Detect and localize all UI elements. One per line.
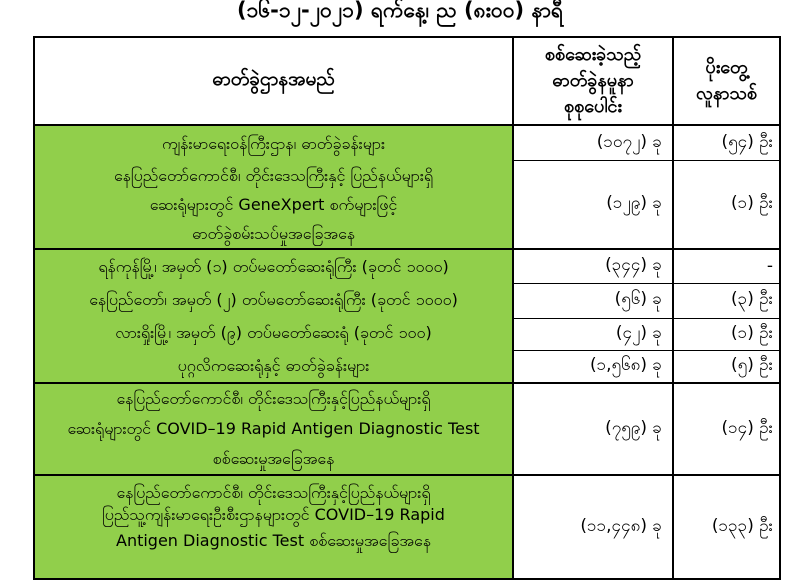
header-samples-cell: စစ်ဆေးခဲ့သည့် ဓာတ်ခွဲနမူနာ စုစုပေါင်း [512,36,674,126]
header-positives-line: လူနာသစ် [695,83,758,104]
positives-count-cell: (၃) ဦး [672,282,781,320]
samples-count-cell: (၁၂၉) ခု [512,160,674,251]
table-row: ကျန်းမာရေးဝန်ကြီးဌာန၊ ဓာတ်ခွဲခန်းများ နေ… [33,124,781,250]
header-samples-line: စုစုပေါင်း [564,96,622,117]
table-row: (၄၂) ခု (၁) ဦး [34,317,781,352]
lab-name-line: နေပြည်တော်၊ အမှတ် (၂) တပ်မတော်ဆေးရုံကြီး… [89,290,458,309]
header-lab-name-label: ဓာတ်ခွဲဌာနအမည် [212,68,335,90]
positives-count-cell: (၁) ဦး [672,160,781,251]
positives-count-cell: - [672,247,781,284]
lab-name-line: ပုဂ္ဂလိကဆေးရုံနှင့် ဓာတ်ခွဲခန်းများ [177,356,370,375]
table-row: နေပြည်တော်ကောင်စီ၊ တိုင်းဒေသကြီးနှင့်ပြည… [33,382,781,476]
lab-name-line: ဆေးရုံများတွင် COVID–19 Rapid Antigen Di… [67,419,480,438]
lab-name-line: စစ်ဆေးမှုအခြေအနေ [212,449,335,468]
positives-count-cell: (၁၄) ဦး [672,382,781,476]
table-row: (၁,၅၆၈) ခု (၅) ဦး [34,350,781,385]
lab-group-rapid-antigen-public-health-cell: နေပြည်တော်ကောင်စီ၊ တိုင်းဒေသကြီးနှင့်ပြည… [33,474,514,580]
positives-count-cell: (၁) ဦး [672,317,781,352]
samples-count-cell: (၇၅၉) ခု [512,382,674,476]
header-lab-name-cell: ဓာတ်ခွဲဌာနအမည် [33,36,514,126]
lab-name-line: Antigen Diagnostic Test စစ်ဆေးမှုအခြေအနေ [116,531,431,550]
samples-count-cell: (၁၀၇၂) ခု [512,124,674,162]
samples-count-cell: (၃၄၄) ခု [512,247,674,284]
lab-group-moh-genexpert-cell: ကျန်းမာရေးဝန်ကြီးဌာန၊ ဓာတ်ခွဲခန်းများ နေ… [33,124,514,250]
lab-name-line: နေပြည်တော်ကောင်စီ၊ တိုင်းဒေသကြီးနှင့်ပြည… [116,389,431,408]
lab-name-line: နေပြည်တော်ကောင်စီ၊ တိုင်းဒေသကြီးနှင့် ပြ… [113,166,434,185]
positives-count-cell: (၅၄) ဦး [672,124,781,162]
table-header-row: ဓာတ်ခွဲဌာနအမည် စစ်ဆေးခဲ့သည့် ဓာတ်ခွဲနမူန… [33,36,781,126]
lab-name-line: ဆေးရုံများတွင် GeneXpert စက်များဖြင့် [149,195,398,214]
lab-name-line: ဓာတ်ခွဲစမ်းသပ်မှုအခြေအနေ [191,224,356,243]
positives-count-cell: (၁၃၃) ဦး [672,474,781,580]
table-row: ရန်ကုန်မြို့၊ အမှတ် (၁) တပ်မတော်ဆေးရုံကြ… [33,247,781,384]
lab-results-table: ဓာတ်ခွဲဌာနအမည် စစ်ဆေးခဲ့သည့် ဓာတ်ခွဲနမူန… [33,36,781,580]
lab-group-rapid-antigen-hospitals-cell: နေပြည်တော်ကောင်စီ၊ တိုင်းဒေသကြီးနှင့်ပြည… [33,382,514,476]
table-row: (၁၂၉) ခု (၁) ဦး [34,160,781,251]
samples-count-cell: (၄၂) ခု [512,317,674,352]
lab-name-line: လားရှိုးမြို့၊ အမှတ် (၉) တပ်မတော်ဆေးရုံ … [115,323,432,342]
lab-name-line: ပြည်သူ့ကျန်းမာရေးဦးစီးဌာနများတွင် COVID–… [102,505,445,524]
table-row: နေပြည်တော်ကောင်စီ၊ တိုင်းဒေသကြီးနှင့်ပြည… [33,474,781,580]
header-samples-line: စစ်ဆေးခဲ့သည့် [544,44,642,65]
header-samples-line: ဓာတ်ခွဲနမူနာ [552,70,634,91]
samples-count-cell: (၅၆) ခု [512,282,674,320]
lab-group-military-private-hospitals-cell: ရန်ကုန်မြို့၊ အမှတ် (၁) တပ်မတော်ဆေးရုံကြ… [33,248,514,384]
page-title: (၁၆-၁၂-၂၀၂၁) ရက်နေ့၊ ည (၈း၀၀) နာရီ [236,0,564,22]
lab-name-line: ရန်ကုန်မြို့၊ အမှတ် (၁) တပ်မတော်ဆေးရုံကြ… [98,257,449,276]
header-positives-line: ပိုးတွေ့ [705,57,748,78]
header-positives-cell: ပိုးတွေ့ လူနာသစ် [672,36,781,126]
positives-count-cell: (၅) ဦး [672,350,781,385]
samples-count-cell: (၁,၅၆၈) ခု [512,350,674,385]
samples-count-cell: (၁၁,၄၄၈) ခု [512,474,674,580]
lab-name-line: ကျန်းမာရေးဝန်ကြီးဌာန၊ ဓာတ်ခွဲခန်းများ [161,134,386,153]
lab-name-line: နေပြည်တော်ကောင်စီ၊ တိုင်းဒေသကြီးနှင့်ပြည… [116,483,431,502]
